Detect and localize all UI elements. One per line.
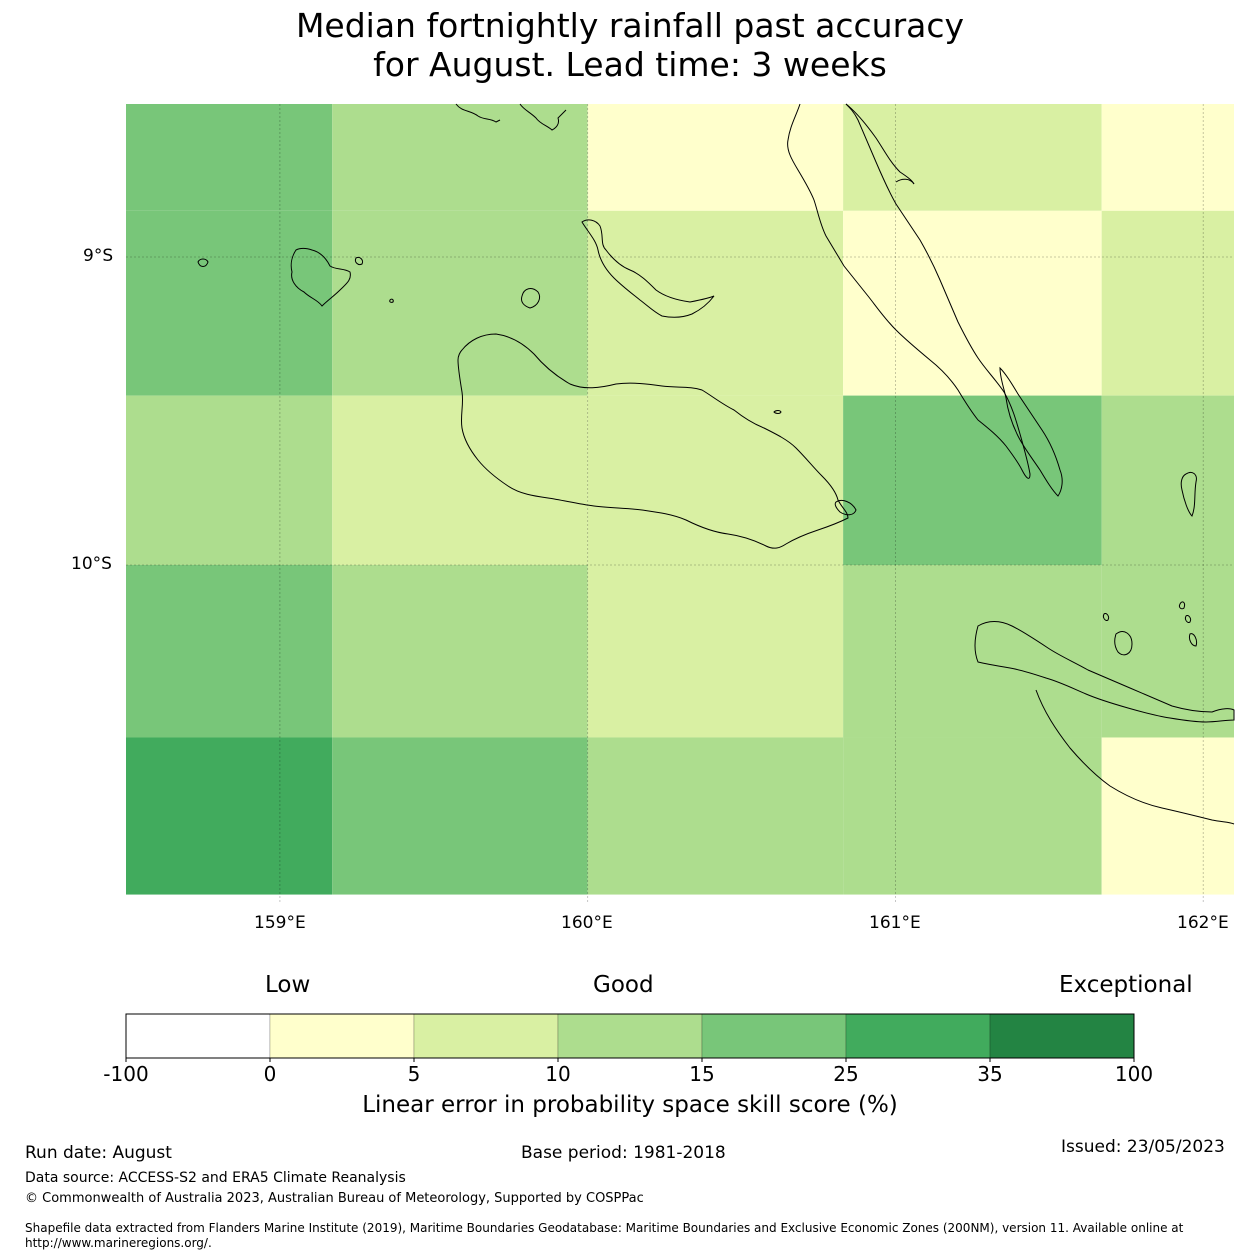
grid-cell [587,565,844,738]
data-source: Data source: ACCESS-S2 and ERA5 Climate … [25,1170,406,1186]
grid-cell [587,104,844,211]
coastline-small-malaita [999,366,1063,497]
lat-label-10s: 10°S [71,554,112,574]
colorbar-segment [125,1013,271,1059]
coastline-islet-d [1179,601,1185,610]
coastline-guadalcanal [457,333,849,549]
map-title: Median fortnightly rainfall past accurac… [0,6,1260,84]
grid-cell [332,737,588,895]
colorbar-label-10: 10 [545,1062,571,1086]
grid-cell [332,210,588,396]
grid-cell [587,210,844,396]
grid-cell [332,565,588,738]
grid-cell [126,737,333,895]
coastline-florida [581,219,715,318]
colorbar-segment [701,1013,847,1059]
coastline-ulawa [1180,471,1197,517]
lon-label-162e: 162°E [1177,913,1229,933]
grid-cell [126,395,333,565]
grid-cell [843,565,1102,738]
grid-cell [843,737,1102,895]
lon-label-159e: 159°E [254,913,306,933]
base-period: Base period: 1981-2018 [521,1143,726,1163]
coastline-islet-e [1185,615,1191,623]
graticule [126,104,1234,903]
coastline-cape [834,499,857,516]
title-line-2: for August. Lead time: 3 weeks [373,45,887,84]
colorbar-label-100: 100 [1114,1062,1154,1086]
colorbar-label-15: 15 [689,1062,715,1086]
colorbar-label-5: 5 [407,1062,421,1086]
coastline-santa-ana-area [1035,689,1235,825]
coastline-islet-b [1114,631,1133,656]
grid-cell [332,395,588,565]
grid-cell [843,104,1102,211]
grid-cell [1101,565,1234,738]
coastline-russell-islet-3 [389,298,394,303]
coastline-russell-islet-2 [355,257,363,265]
grid-cell [332,104,588,211]
colorbar-segment [269,1013,415,1059]
grid-cell [587,737,844,895]
lon-label-161e: 161°E [869,913,921,933]
colorbar-label-35: 35 [977,1062,1003,1086]
lon-label-160e: 160°E [561,913,613,933]
colorbar-segment [557,1013,703,1059]
coastline-russell [290,248,351,307]
shapefile-credit-line-2: http://www.marineregions.org/. [25,1236,212,1250]
coastline-malaita [787,103,1031,479]
colorbar-label-25: 25 [833,1062,859,1086]
coastline-islet-f [1189,633,1197,647]
grid-cell [126,210,333,396]
coastline-malaita-east [845,103,915,185]
coastline-islet-c [1103,613,1109,621]
colorbar-outline [125,1013,1135,1059]
grid-cell [1101,210,1234,396]
grid-cell [1101,737,1234,895]
coastline-isabel-north [455,103,567,131]
colorbar-category-good: Good [593,972,654,998]
coastline-islet-a [895,178,915,185]
lat-label-9s: 9°S [83,246,114,266]
grid-cell [126,565,333,738]
colorbar-title: Linear error in probability space skill … [362,1092,898,1118]
grid-cell [126,104,333,211]
colorbar-category-exceptional: Exceptional [1059,972,1193,998]
skill-grid [126,104,1234,895]
colorbar-segment [989,1013,1135,1059]
colorbar-label-0: 0 [263,1062,277,1086]
title-line-1: Median fortnightly rainfall past accurac… [295,6,965,45]
issued-date: Issued: 23/05/2023 [1061,1137,1225,1157]
grid-cell [1101,395,1234,565]
colorbar-segment [845,1013,991,1059]
coastlines [197,103,1235,825]
grid-cell [843,395,1102,565]
colorbar-category-low: Low [265,972,311,998]
colorbar-segment [413,1013,559,1059]
coastline-russell-islet-1 [197,258,209,267]
coastline-makira [974,621,1235,723]
run-date: Run date: August [25,1143,172,1163]
colorbar-label-m100: -100 [103,1062,149,1086]
shapefile-credit-line-1: Shapefile data extracted from Flanders M… [25,1221,1184,1235]
copyright: © Commonwealth of Australia 2023, Austra… [25,1191,644,1206]
grid-cell [843,210,1102,396]
coastline-savo [521,288,541,309]
grid-cell [1101,104,1234,211]
coastline-guadalcanal-islet [773,410,782,414]
